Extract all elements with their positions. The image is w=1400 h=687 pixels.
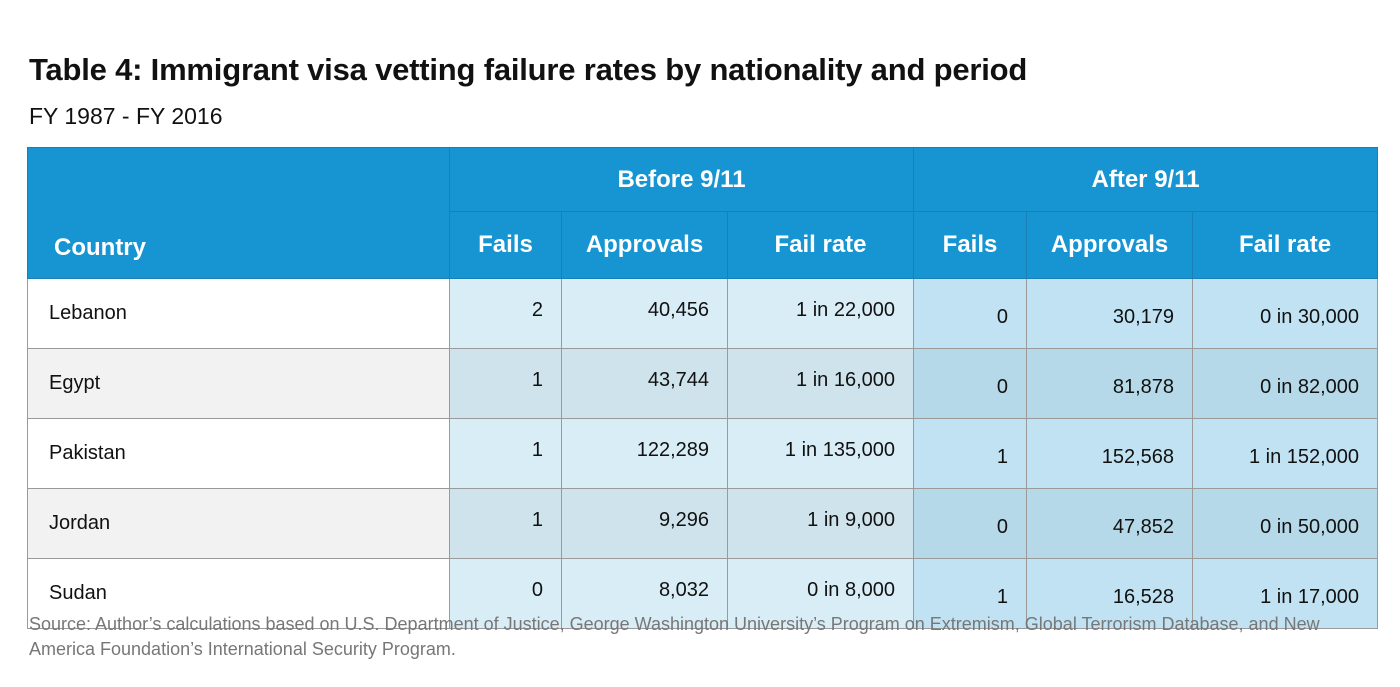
cell-after-fail-rate: 1 in 17,000: [1192, 558, 1379, 629]
cell-after-fails: 1: [913, 418, 1028, 489]
header-before-fail-rate: Fail rate: [726, 211, 915, 279]
cell-country: Pakistan: [27, 418, 450, 489]
cell-after-approvals: 152,568: [1026, 418, 1194, 489]
table-row: Sudan 0 8,032 0 in 8,000 1 16,528 1 in 17,000: [27, 558, 1379, 629]
cell-before-fails: 1: [449, 488, 562, 559]
cell-after-fails: 0: [913, 348, 1028, 419]
source-note: Source: Author’s calculations based on U…: [29, 614, 1320, 659]
header-group-after: After 9/11: [913, 147, 1379, 212]
cell-after-approvals: 81,878: [1026, 348, 1194, 419]
cell-after-fail-rate: 0 in 50,000: [1192, 488, 1379, 559]
table-row: Egypt 1 43,744 1 in 16,000 0 81,878 0 in 82,00…: [27, 348, 1379, 419]
header-after-fail-rate: Fail rate: [1192, 211, 1379, 279]
cell-before-fail-rate: 1 in 22,000: [726, 278, 915, 349]
cell-after-fails: 1: [913, 558, 1028, 629]
table-row: Pakistan 1 122,289 1 in 135,000 1 152,568 1 in…: [27, 418, 1379, 489]
cell-after-fails: 0: [913, 488, 1028, 559]
header-country: Country: [27, 147, 450, 279]
cell-after-fails: 0: [913, 278, 1028, 349]
table-subtitle: FY 1987 - FY 2016: [29, 103, 223, 129]
table-title: Table 4: Immigrant visa vetting failure …: [29, 52, 1028, 87]
header-after-approvals: Approvals: [1026, 211, 1194, 279]
header-before-fails: Fails: [449, 211, 562, 279]
cell-after-approvals: 30,179: [1026, 278, 1194, 349]
cell-before-fails: 1: [449, 418, 562, 489]
cell-after-approvals: 47,852: [1026, 488, 1194, 559]
cell-before-approvals: 8,032: [561, 558, 728, 629]
cell-country: Sudan: [27, 558, 450, 629]
cell-before-approvals: 122,289: [561, 418, 728, 489]
header-before-approvals: Approvals: [561, 211, 728, 279]
cell-before-approvals: 9,296: [561, 488, 728, 559]
cell-after-fail-rate: 0 in 30,000: [1192, 278, 1379, 349]
cell-before-approvals: 43,744: [561, 348, 728, 419]
data-table: Country Before 9/11 After 9/11 Fails App…: [27, 147, 1379, 629]
header-group-before: Before 9/11: [448, 147, 915, 212]
table-row: Lebanon 2 40,456 1 in 22,000 0 30,179 0 in 30,…: [27, 278, 1379, 349]
header-after-fails: Fails: [913, 211, 1028, 279]
cell-country: Lebanon: [27, 278, 450, 349]
cell-before-fail-rate: 1 in 135,000: [726, 418, 915, 489]
cell-country: Jordan: [27, 488, 450, 559]
cell-after-fail-rate: 0 in 82,000: [1192, 348, 1379, 419]
table-row: Jordan 1 9,296 1 in 9,000 0 47,852 0 in 50,000: [27, 488, 1379, 559]
cell-before-fail-rate: 1 in 9,000: [726, 488, 915, 559]
cell-after-approvals: 16,528: [1026, 558, 1194, 629]
cell-before-approvals: 40,456: [561, 278, 728, 349]
cell-after-fail-rate: 1 in 152,000: [1192, 418, 1379, 489]
cell-before-fails: 1: [449, 348, 562, 419]
cell-country: Egypt: [27, 348, 450, 419]
cell-before-fail-rate: 0 in 8,000: [726, 558, 915, 629]
cell-before-fail-rate: 1 in 16,000: [726, 348, 915, 419]
cell-before-fails: 2: [449, 278, 562, 349]
